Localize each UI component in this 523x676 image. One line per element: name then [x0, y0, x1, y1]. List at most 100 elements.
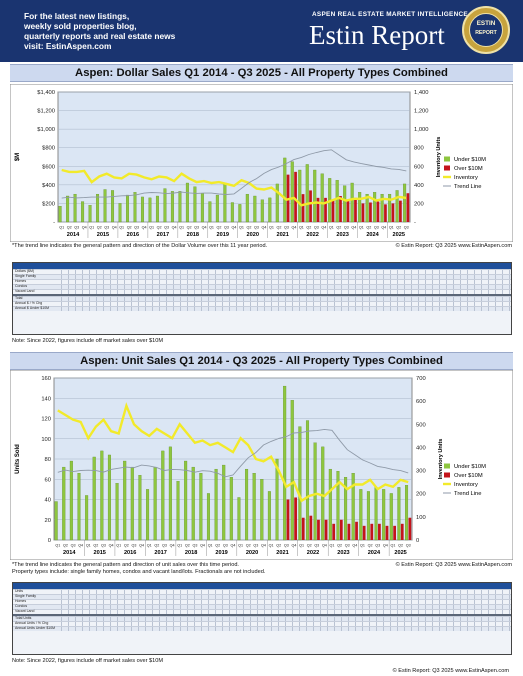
- x-quarter-label: Q4: [261, 544, 266, 548]
- bar-under-10m: [252, 473, 256, 541]
- x-quarter-label: Q2: [247, 226, 252, 230]
- y-tick-label: $800: [42, 146, 55, 152]
- bar-under-10m: [155, 195, 159, 223]
- bar-under-10m: [88, 205, 92, 223]
- bar-over-10m: [317, 519, 320, 540]
- x-quarter-label: Q2: [336, 226, 341, 230]
- promo-line-4[interactable]: visit: EstinAspen.com: [24, 41, 112, 51]
- y-tick-label: $1,200: [37, 109, 55, 115]
- table-row: Homes: [13, 279, 511, 284]
- x-quarter-label: Q4: [351, 226, 356, 230]
- bar-under-10m: [193, 186, 197, 223]
- bar-under-10m: [161, 450, 165, 541]
- table-row: Annual $ Under $10M: [13, 306, 511, 311]
- bar-under-10m: [92, 456, 96, 541]
- x-quarter-label: Q2: [157, 226, 162, 230]
- legend-swatch: [444, 463, 450, 469]
- x-year-label: 2018: [187, 232, 199, 238]
- x-quarter-label: Q1: [208, 544, 213, 548]
- x-quarter-label: Q1: [299, 544, 304, 548]
- x-quarter-label: Q3: [132, 544, 137, 548]
- x-quarter-label: Q4: [112, 226, 117, 230]
- table-row: Condos: [13, 284, 511, 289]
- x-quarter-label: Q4: [381, 226, 386, 230]
- unit-sales-chart-title: Aspen: Unit Sales Q1 2014 - Q3 2025 - Al…: [10, 352, 513, 370]
- legend-swatch: [444, 156, 450, 162]
- bar-under-10m: [111, 190, 115, 223]
- x-quarter-label: Q4: [139, 544, 144, 548]
- table-cells: [55, 302, 511, 306]
- x-quarter-label: Q4: [383, 544, 388, 548]
- bar-under-10m: [260, 199, 264, 223]
- bar-under-10m: [336, 471, 340, 541]
- x-year-label: 2014: [67, 232, 80, 238]
- x-quarter-label: Q3: [74, 226, 79, 230]
- x-quarter-label: Q3: [134, 226, 139, 230]
- x-quarter-label: Q1: [329, 226, 334, 230]
- bottom-copyright: © Estin Report: Q3 2025 www.EstinAspen.c…: [392, 668, 509, 674]
- bar-under-10m: [200, 193, 204, 223]
- bar-under-10m: [253, 195, 257, 223]
- estin-report-seal-icon: ESTIN REPORT: [462, 6, 510, 54]
- table-cells: [55, 595, 511, 599]
- bar-under-10m: [69, 460, 73, 541]
- y2-tick-label: 600: [414, 164, 424, 170]
- bar-over-10m: [362, 525, 366, 540]
- dollar-sales-table: Dollars ($M) Single Family Homes Condos Vaca…: [12, 262, 512, 335]
- bar-under-10m: [305, 420, 310, 541]
- bar-over-10m: [339, 519, 343, 540]
- bar-over-10m: [324, 197, 327, 222]
- x-year-label: 2021: [276, 550, 288, 556]
- bar-over-10m: [309, 190, 312, 222]
- table-row-label: Single Family: [15, 594, 37, 598]
- x-quarter-label: Q3: [253, 544, 258, 548]
- bar-under-10m: [328, 468, 332, 541]
- x-quarter-label: Q2: [246, 544, 251, 548]
- bar-under-10m: [351, 473, 355, 541]
- x-quarter-label: Q3: [314, 226, 319, 230]
- bar-under-10m: [380, 193, 384, 223]
- bar-under-10m: [66, 195, 70, 223]
- bar-over-10m: [339, 196, 342, 222]
- legend-swatch: [444, 165, 450, 171]
- x-year-label: 2021: [276, 232, 288, 238]
- bar-over-10m: [294, 171, 297, 222]
- plot-area: [57, 91, 411, 223]
- x-quarter-label: Q3: [406, 544, 411, 548]
- x-quarter-label: Q2: [67, 226, 72, 230]
- table-row-label: Homes: [15, 599, 27, 603]
- y2-tick-label: 200: [414, 201, 424, 207]
- x-quarter-label: Q3: [101, 544, 106, 548]
- y2-tick-label: 400: [416, 445, 426, 451]
- bar-under-10m: [359, 489, 363, 541]
- y2-tick-label: -: [414, 220, 416, 226]
- x-quarter-label: Q4: [291, 226, 296, 230]
- x-quarter-label: Q2: [93, 544, 98, 548]
- bar-under-10m: [260, 479, 264, 541]
- y-tick-label: 120: [41, 417, 51, 423]
- x-quarter-label: Q4: [352, 544, 357, 548]
- bar-under-10m: [107, 454, 111, 541]
- x-quarter-label: Q1: [359, 226, 364, 230]
- bar-under-10m: [184, 460, 188, 541]
- x-quarter-label: Q3: [104, 226, 109, 230]
- bar-under-10m: [115, 483, 119, 541]
- bar-under-10m: [313, 442, 317, 541]
- x-year-label: 2016: [127, 232, 139, 238]
- table-row: Vacant Land: [13, 609, 511, 614]
- x-quarter-label: Q4: [261, 226, 266, 230]
- legend-entry: Trend Line: [454, 491, 482, 497]
- bar-over-10m: [331, 200, 335, 222]
- unit-sales-chart-svg: 0 20 40 60 80 100 120 140 160 0 100 200 300 400 500 600…: [9, 369, 514, 561]
- bar-under-10m: [320, 173, 324, 223]
- bar-under-10m: [215, 194, 219, 223]
- y-tick-label: 60: [45, 477, 51, 483]
- bar-over-10m: [347, 523, 351, 540]
- x-quarter-label: Q2: [127, 226, 132, 230]
- bar-under-10m: [146, 489, 150, 541]
- bar-over-10m: [301, 194, 305, 222]
- x-year-label: 2017: [157, 232, 169, 238]
- x-quarter-label: Q1: [147, 544, 152, 548]
- x-quarter-label: Q2: [276, 544, 281, 548]
- seal-inner: [469, 13, 503, 47]
